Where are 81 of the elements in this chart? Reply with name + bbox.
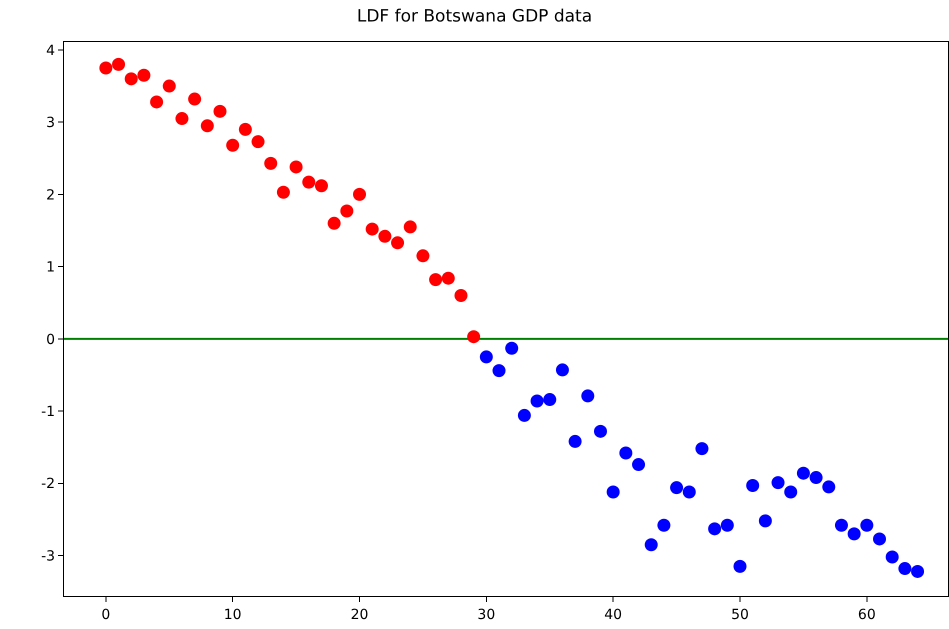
point: [137, 68, 150, 82]
point: [898, 562, 912, 576]
point: [214, 104, 226, 118]
point: [264, 156, 278, 170]
point: [442, 272, 455, 285]
y-tick-label: 3: [46, 115, 56, 132]
point: [162, 80, 176, 93]
point: [568, 434, 582, 448]
point: [734, 560, 746, 573]
point: [796, 466, 810, 480]
x-tick-label: 50: [731, 606, 749, 623]
point: [200, 119, 214, 132]
point: [454, 289, 468, 302]
y-tick-label: 2: [46, 187, 56, 204]
x-tick-label: 60: [858, 606, 876, 623]
point: [276, 186, 290, 199]
x-tick-label: 20: [350, 606, 368, 623]
point: [238, 122, 252, 136]
point: [556, 363, 569, 376]
y-tick-label: 4: [46, 42, 56, 59]
point: [505, 342, 518, 355]
point: [328, 216, 341, 230]
point: [670, 481, 684, 494]
point: [758, 514, 772, 528]
point: [492, 364, 506, 378]
x-tick-label: 10: [224, 606, 242, 623]
point: [594, 424, 607, 438]
point: [518, 408, 531, 422]
point: [112, 58, 126, 71]
point: [391, 236, 404, 250]
point: [810, 471, 823, 484]
point: [467, 330, 480, 344]
point: [252, 135, 265, 148]
point: [99, 62, 112, 74]
point: [834, 518, 848, 532]
x-tick-label: 40: [604, 606, 622, 623]
point: [848, 527, 861, 540]
point: [682, 485, 696, 498]
x-tick-label: 30: [477, 606, 496, 623]
point: [657, 518, 670, 532]
y-tick-label: 0: [46, 332, 56, 348]
point: [695, 442, 708, 456]
point: [720, 518, 734, 532]
point: [784, 485, 798, 498]
point: [606, 485, 620, 498]
point: [404, 220, 417, 234]
point: [911, 564, 924, 578]
point: [314, 179, 328, 192]
point: [873, 532, 886, 546]
point: [543, 393, 556, 406]
y-tick-label: -1: [41, 404, 56, 420]
point: [632, 458, 646, 472]
y-tick-label: -3: [41, 548, 56, 564]
chart-title: LDF for Botswana GDP data: [356, 6, 592, 26]
y-tick-label: 1: [46, 260, 56, 276]
point: [581, 389, 594, 402]
point: [416, 249, 430, 262]
point: [708, 522, 722, 536]
point: [644, 538, 658, 552]
point: [150, 95, 164, 108]
point: [480, 350, 493, 364]
x-tick-label: 0: [101, 606, 110, 623]
point: [302, 176, 316, 189]
point: [429, 273, 442, 286]
point: [175, 112, 188, 126]
point: [378, 230, 392, 243]
point: [746, 478, 760, 492]
point: [340, 204, 354, 218]
point: [530, 394, 544, 408]
point: [188, 92, 202, 106]
point: [886, 550, 899, 564]
point: [860, 518, 874, 532]
point: [619, 446, 632, 460]
point: [822, 480, 836, 494]
y-tick-label: -2: [41, 476, 56, 492]
point: [290, 160, 303, 174]
point: [772, 476, 785, 490]
point: [353, 188, 366, 201]
point: [124, 72, 138, 86]
point: [226, 138, 240, 152]
point: [366, 222, 379, 236]
